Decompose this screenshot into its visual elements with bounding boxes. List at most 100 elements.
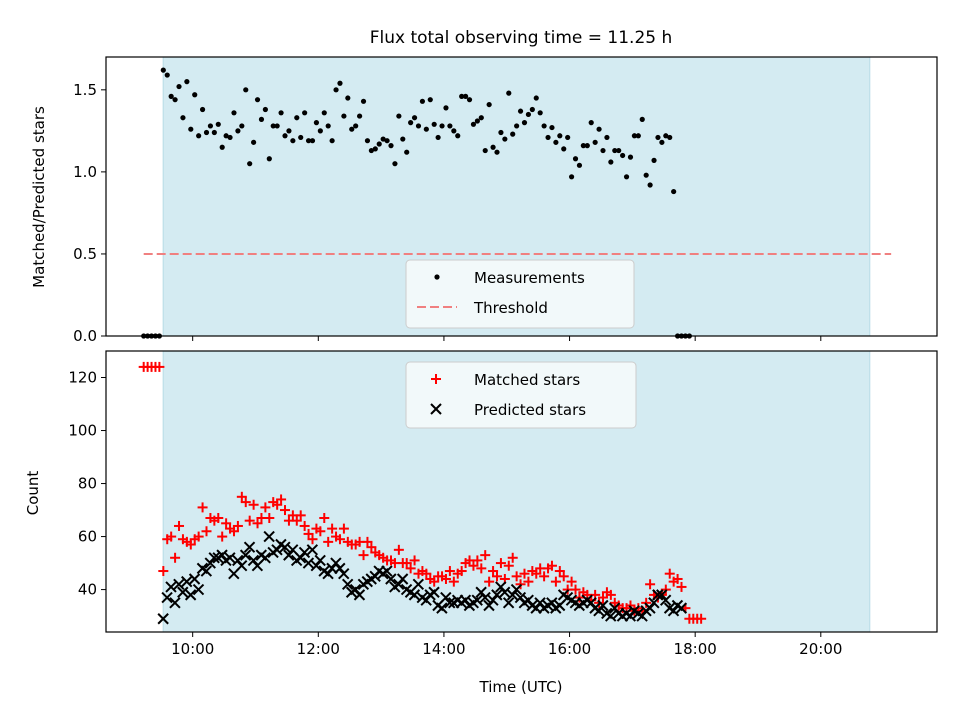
measurement-point	[474, 118, 480, 124]
top-y-tick-label: 1.0	[73, 163, 97, 181]
matched-star-point	[319, 513, 330, 524]
measurement-point	[247, 161, 253, 167]
predicted-star-point	[408, 589, 421, 601]
matched-star-point	[338, 523, 349, 534]
predicted-star-point	[161, 591, 173, 604]
predicted-star-point	[381, 565, 393, 577]
matched-star-point	[696, 613, 707, 624]
matched-star-point	[170, 552, 181, 563]
measurement-point	[227, 134, 233, 141]
measurement-point	[545, 134, 551, 141]
measurement-point	[333, 87, 339, 93]
bottom-legend: Matched stars Predicted stars	[405, 361, 637, 429]
predicted-star-point	[444, 597, 456, 609]
x-tick-label: 16:00	[548, 640, 591, 658]
measurement-point	[627, 154, 634, 160]
bottom-y-tick-label: 120	[68, 369, 97, 387]
measurement-point	[404, 149, 410, 155]
matched-star-point	[240, 497, 251, 508]
measurement-point	[584, 143, 590, 149]
measurement-point	[266, 156, 272, 162]
measurement-point	[388, 143, 394, 149]
matched-star-point	[676, 581, 687, 592]
measurement-point	[423, 126, 429, 132]
matched-star-point	[232, 520, 243, 531]
matched-star-point	[456, 566, 467, 577]
measurement-point	[345, 95, 351, 101]
measurement-point	[286, 128, 292, 134]
matched-star-point	[158, 566, 169, 577]
measurement-point	[537, 110, 543, 116]
matched-star-point	[484, 576, 495, 587]
matched-star-point	[217, 531, 228, 542]
measurement-point	[278, 110, 284, 116]
matched-star-point	[401, 558, 412, 569]
measurement-point	[659, 139, 665, 145]
measurement-point	[498, 129, 504, 136]
measurement-point	[608, 159, 614, 165]
predicted-star-point	[353, 589, 366, 601]
matched-star-point	[334, 534, 345, 545]
measurement-point	[258, 116, 265, 122]
matched-star-point	[519, 568, 530, 579]
measurement-point	[239, 123, 245, 129]
measurement-point	[411, 115, 418, 121]
measurement-point	[325, 123, 331, 129]
measurement-point	[262, 106, 268, 113]
measurement-point	[364, 138, 371, 144]
predicted-star-point	[428, 586, 440, 598]
measurement-point	[514, 123, 520, 129]
predicted-star-point	[188, 573, 201, 585]
measurement-point	[510, 131, 516, 137]
measurement-point	[431, 121, 437, 127]
predicted-star-point	[396, 573, 409, 585]
bottom-axes-frame	[105, 350, 938, 633]
measurement-point	[396, 113, 402, 119]
predicted-star-point	[479, 591, 491, 604]
matched-star-point	[244, 515, 255, 526]
matched-star-point	[197, 502, 208, 513]
measurement-point	[616, 147, 622, 154]
matched-star-point	[492, 571, 503, 582]
predicted-star-point	[259, 552, 271, 564]
predicted-star-point	[436, 602, 448, 614]
measurement-point	[176, 83, 182, 90]
bottom-panel: 40 60 80 100 120 10:00 12:00 14:00 16:00 18:00 20:…	[24, 350, 938, 696]
predicted-star-point	[169, 597, 181, 609]
measurement-point	[447, 123, 453, 129]
predicted-star-point	[184, 589, 197, 601]
predicted-star-point	[652, 589, 664, 601]
top-legend-box	[405, 259, 635, 329]
matched-star-point	[429, 576, 440, 587]
top-y-tick-label: 1.5	[73, 81, 97, 99]
measurement-point	[478, 115, 484, 121]
measurement-point	[435, 134, 441, 141]
predicted-star-point	[502, 597, 515, 609]
matched-star-point	[295, 510, 306, 521]
legend-threshold-label: Threshold	[473, 299, 548, 317]
measurement-point	[199, 106, 206, 113]
predicted-star-point	[510, 583, 523, 596]
matched-star-point	[193, 531, 204, 542]
measurement-point	[415, 123, 422, 129]
measurement-point	[572, 156, 579, 162]
top-legend: Measurements Threshold	[405, 259, 635, 329]
matched-star-point	[323, 536, 334, 547]
measurement-point	[631, 133, 638, 139]
matched-star-point	[213, 513, 224, 524]
measurement-point	[671, 188, 677, 195]
measurement-point	[353, 123, 359, 129]
matched-star-point	[495, 558, 506, 569]
measurement-point	[357, 113, 363, 119]
matched-star-point	[468, 560, 479, 571]
measurement-point	[376, 141, 382, 147]
bottom-axis-ticks: 40 60 80 100 120 10:00 12:00 14:00 16:00 18:00 20:…	[68, 369, 842, 658]
measurement-point	[219, 144, 225, 150]
matched-star-point	[307, 534, 318, 545]
measurement-point	[667, 134, 673, 141]
measurement-point	[439, 123, 445, 129]
measurement-point	[506, 90, 512, 96]
bottom-y-tick-label: 100	[68, 422, 97, 440]
predicted-star-point	[412, 578, 425, 590]
measurement-point	[317, 128, 323, 134]
